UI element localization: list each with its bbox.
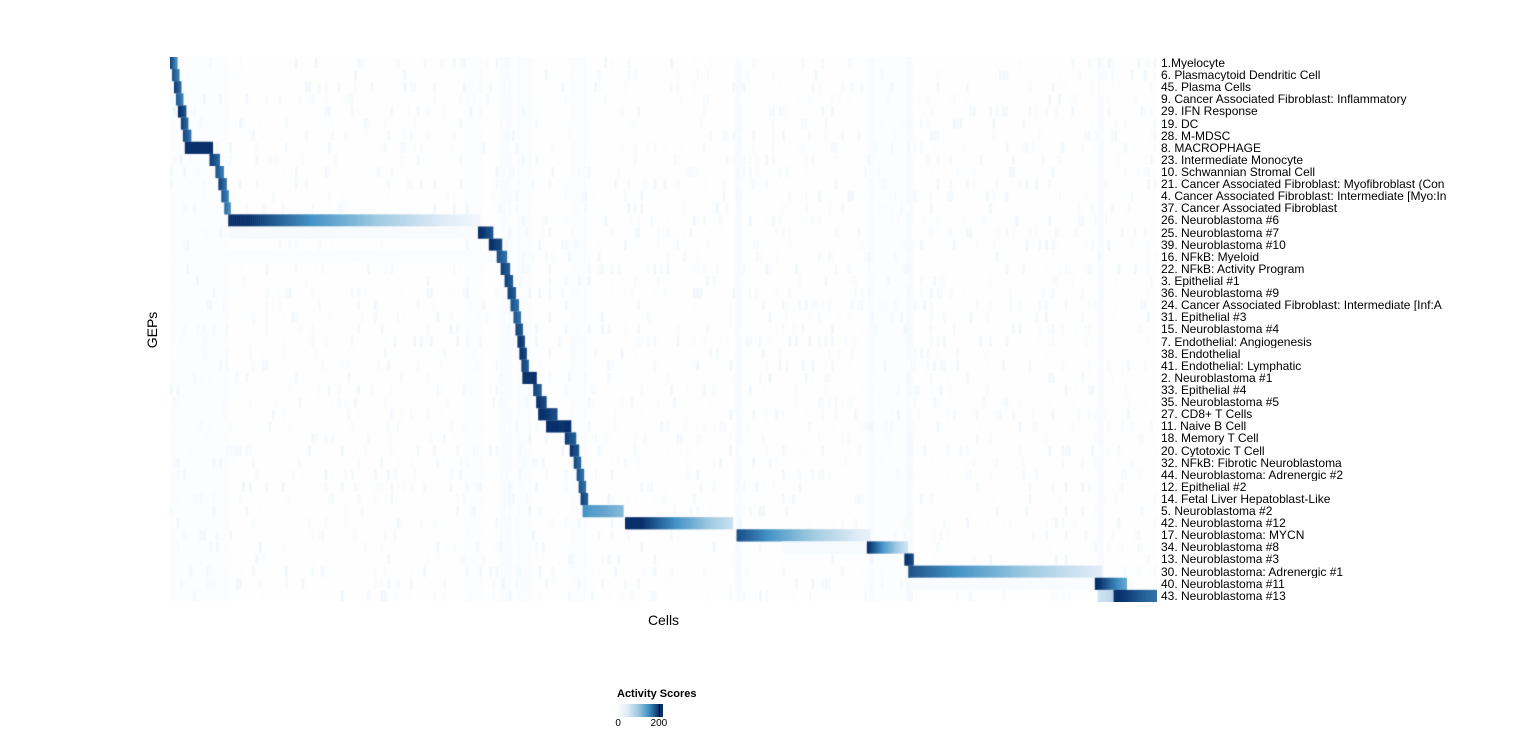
row-label: 10. Schwannian Stromal Cell	[1161, 165, 1316, 179]
row-label: 26. Neuroblastoma #6	[1161, 214, 1280, 227]
row-label: 8. MACROPHAGE	[1161, 141, 1262, 154]
row-label: 13. Neuroblastoma #3	[1161, 553, 1280, 566]
row-label: 24. Cancer Associated Fibroblast: Interm…	[1161, 299, 1442, 312]
row-label: 43. Neuroblastoma #13	[1161, 589, 1286, 602]
row-label: 23. Intermediate Monocyte	[1161, 153, 1304, 166]
row-label: 38. Endothelial	[1161, 347, 1241, 360]
row-label: 7. Endothelial: Angiogenesis	[1161, 335, 1312, 348]
row-label: 44. Neuroblastoma: Adrenergic #2	[1161, 468, 1344, 481]
x-axis-label: Cells	[647, 612, 680, 628]
row-label: 39. Neuroblastoma #10	[1161, 238, 1286, 251]
row-label: 45. Plasma Cells	[1161, 81, 1252, 94]
activity-scores-legend: Activity Scores 0 200	[615, 688, 747, 730]
row-label: 9. Cancer Associated Fibroblast: Inflamm…	[1161, 93, 1407, 106]
row-label: 19. DC	[1161, 117, 1199, 130]
row-label: 4. Cancer Associated Fibroblast: Interme…	[1161, 190, 1447, 203]
legend-tick-mark	[658, 704, 660, 717]
row-label: 34. Neuroblastoma #8	[1161, 541, 1280, 554]
row-label: 3. Epithelial #1	[1161, 274, 1240, 288]
heatmap-canvas	[170, 57, 1157, 602]
row-label: 5. Neuroblastoma #2	[1161, 505, 1273, 518]
row-label: 35. Neuroblastoma #5	[1161, 396, 1280, 409]
row-label: 20. Cytotoxic T Cell	[1161, 444, 1265, 457]
row-label: 11. Naive B Cell	[1161, 420, 1247, 433]
row-label: 29. IFN Response	[1161, 105, 1258, 118]
legend-tick-max: 200	[650, 718, 668, 729]
row-label: 37. Cancer Associated Fibroblast	[1161, 202, 1338, 215]
row-label: 12. Epithelial #2	[1161, 480, 1247, 493]
row-label: 30. Neuroblastoma: Adrenergic #1	[1161, 565, 1344, 578]
legend-colorbar	[617, 704, 663, 717]
row-label: 31. Epithelial #3	[1161, 311, 1247, 324]
y-axis-label: GEPs	[144, 311, 160, 349]
row-label: 14. Fetal Liver Hepatoblast-Like	[1161, 492, 1331, 506]
row-label: 15. Neuroblastoma #4	[1161, 323, 1280, 336]
legend-title: Activity Scores	[617, 688, 697, 700]
row-label: 32. NFkB: Fibrotic Neuroblastoma	[1161, 456, 1342, 469]
row-label: 42. Neuroblastoma #12	[1161, 517, 1286, 530]
row-label: 17. Neuroblastoma: MYCN	[1161, 529, 1305, 542]
row-label: 28. M-MDSC	[1161, 129, 1231, 142]
legend-tick-min: 0	[615, 718, 621, 729]
row-label: 33. Epithelial #4	[1161, 383, 1247, 397]
row-label: 6. Plasmacytoid Dendritic Cell	[1161, 69, 1321, 82]
legend-tick-labels: 0 200	[615, 718, 667, 730]
row-label: 27. CD8+ T Cells	[1161, 408, 1253, 421]
row-label: 16. NFkB: Myeloid	[1161, 250, 1260, 263]
row-label: 41. Endothelial: Lymphatic	[1161, 359, 1302, 372]
row-label: 40. Neuroblastoma #11	[1161, 577, 1285, 590]
row-labels: 1.Myelocyte 6. Plasmacytoid Dendritic Cel…	[1161, 57, 1540, 603]
row-label: 21. Cancer Associated Fibroblast: Myofib…	[1161, 178, 1445, 191]
row-label: 22. NFkB: Activity Program	[1161, 262, 1305, 275]
row-label: 18. Memory T Cell	[1161, 432, 1259, 445]
row-label: 1.Myelocyte	[1161, 57, 1226, 70]
row-label: 25. Neuroblastoma #7	[1161, 226, 1280, 239]
row-label: 2. Neuroblastoma #1	[1161, 371, 1273, 384]
row-label: 36. Neuroblastoma #9	[1161, 287, 1280, 300]
